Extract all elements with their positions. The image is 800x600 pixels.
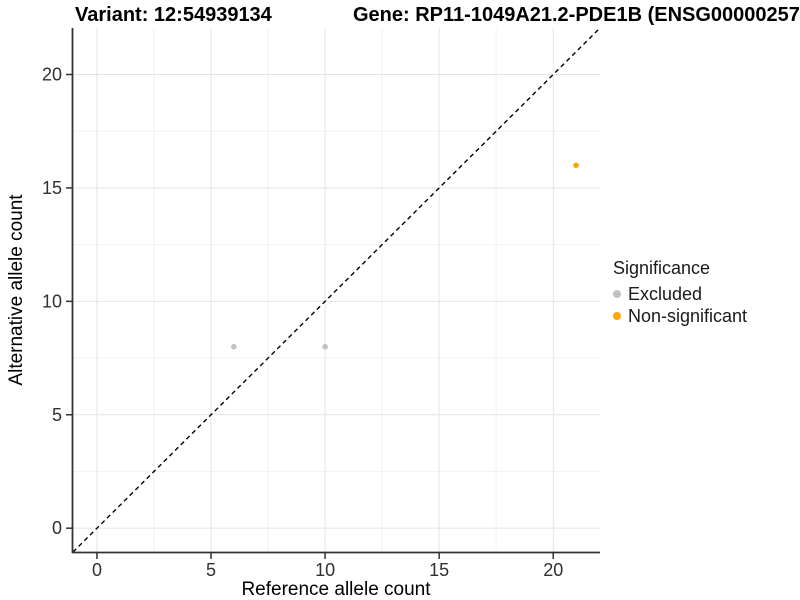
x-tick-label: 20: [543, 560, 563, 580]
y-tick-label: 10: [42, 291, 62, 311]
legend-item-non-significant: Non-significant: [613, 305, 747, 327]
legend: Significance Excluded Non-significant: [613, 258, 747, 327]
legend-item-label: Non-significant: [628, 305, 748, 326]
x-tick-label: 15: [429, 560, 449, 580]
legend-item-label: Excluded: [628, 283, 703, 304]
y-tick-label: 20: [42, 65, 62, 85]
identity-line-layer: [72, 27, 601, 553]
data-point-excluded: [322, 343, 328, 350]
legend-item-excluded: Excluded: [613, 283, 747, 305]
x-tick-label: 0: [92, 560, 102, 580]
data-point-excluded: [231, 343, 237, 350]
x-axis-title: Reference allele count: [241, 579, 431, 600]
identity-line: [72, 27, 601, 553]
y-tick-label: 0: [52, 518, 62, 538]
gridlines: [73, 28, 600, 552]
data-points-layer: [231, 162, 579, 350]
y-tick-label: 15: [42, 178, 62, 198]
y-tick-label: 5: [52, 405, 62, 425]
non-significant-dot-icon: [613, 312, 621, 320]
data-point-non-significant: [573, 162, 579, 169]
legend-title: Significance: [613, 258, 711, 278]
x-tick-label: 5: [206, 560, 216, 580]
variant-title: Variant: 12:54939134: [75, 4, 272, 26]
axes-layer: 0 5 10 15 20 0 5 10 15 20: [42, 28, 600, 580]
excluded-dot-icon: [613, 290, 621, 298]
y-axis-title: Alternative allele count: [6, 194, 27, 386]
x-tick-label: 10: [315, 560, 335, 580]
gene-title: Gene: RP11-1049A21.2-PDE1B (ENSG00000257: [353, 4, 800, 26]
